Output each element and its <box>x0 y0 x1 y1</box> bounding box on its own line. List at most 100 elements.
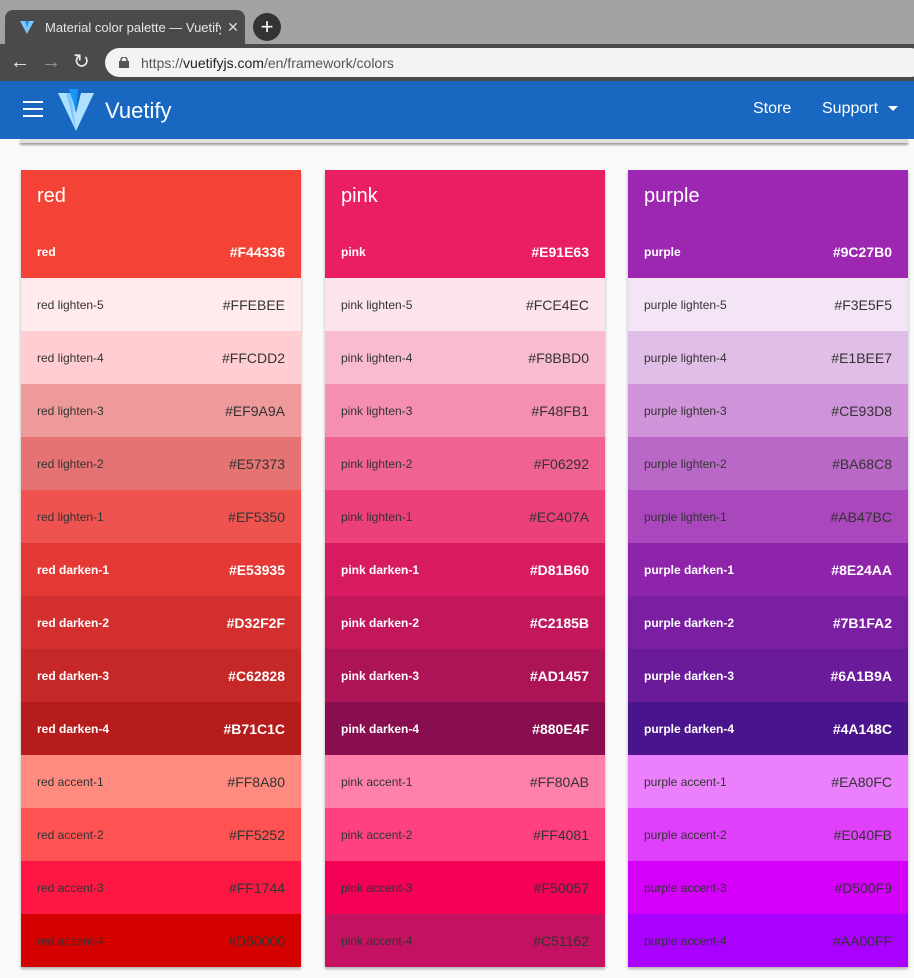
swatch-row[interactable]: red #F44336 <box>21 225 301 278</box>
swatch-hex: #FF1744 <box>228 879 285 896</box>
swatch-row[interactable]: red lighten-3 #EF9A9A <box>21 384 301 437</box>
swatch-hex: #AD1457 <box>529 667 589 684</box>
swatch-row[interactable]: red accent-4 #D50000 <box>21 914 301 967</box>
swatch-row[interactable]: purple accent-1 #EA80FC <box>628 755 908 808</box>
swatch-hex: #D81B60 <box>529 561 589 578</box>
swatch-row[interactable]: pink accent-3 #F50057 <box>325 861 605 914</box>
swatch-name: purple lighten-2 <box>644 456 727 471</box>
swatch-row[interactable]: purple darken-4 #4A148C <box>628 702 908 755</box>
swatch-row[interactable]: pink accent-2 #FF4081 <box>325 808 605 861</box>
swatch-row[interactable]: purple darken-2 #7B1FA2 <box>628 596 908 649</box>
swatch-row[interactable]: red accent-1 #FF8A80 <box>21 755 301 808</box>
caret-down-icon <box>888 106 899 112</box>
swatch-hex: #EF9A9A <box>225 402 285 419</box>
swatch-name: pink lighten-2 <box>341 456 413 471</box>
swatch-name: purple accent-1 <box>644 774 727 789</box>
swatch-hex: #F44336 <box>229 243 285 260</box>
swatch-row[interactable]: purple lighten-1 #AB47BC <box>628 490 908 543</box>
swatch-row[interactable]: purple accent-4 #AA00FF <box>628 914 908 967</box>
swatch-name: red lighten-1 <box>37 509 104 524</box>
swatch-row[interactable]: red lighten-5 #FFEBEE <box>21 278 301 331</box>
swatch-hex: #E1BEE7 <box>831 349 892 366</box>
swatch-row[interactable]: purple lighten-3 #CE93D8 <box>628 384 908 437</box>
swatch-row[interactable]: red lighten-4 #FFCDD2 <box>21 331 301 384</box>
swatch-row[interactable]: pink darken-3 #AD1457 <box>325 649 605 702</box>
swatch-name: purple darken-2 <box>644 615 735 630</box>
swatch-name: purple darken-3 <box>644 668 735 683</box>
swatch-row[interactable]: pink accent-4 #C51162 <box>325 914 605 967</box>
url-path: /en/framework/colors <box>263 54 394 71</box>
swatch-hex: #7B1FA2 <box>832 614 892 631</box>
swatch-name: red accent-4 <box>37 933 104 948</box>
swatch-name: pink darken-2 <box>341 615 420 630</box>
swatch-row[interactable]: red accent-2 #FF5252 <box>21 808 301 861</box>
swatch-name: pink accent-3 <box>341 880 413 895</box>
tab-title: Material color palette — Vuetify.js <box>45 19 221 35</box>
url-domain: vuetifyjs.com <box>183 54 264 71</box>
swatch-row[interactable]: pink #E91E63 <box>325 225 605 278</box>
swatch-hex: #C62828 <box>228 667 285 684</box>
swatch-row[interactable]: red darken-2 #D32F2F <box>21 596 301 649</box>
forward-icon[interactable]: → <box>41 51 61 73</box>
browser-tab[interactable]: Material color palette — Vuetify.js ✕ <box>5 10 245 44</box>
swatch-row[interactable]: pink darken-2 #C2185B <box>325 596 605 649</box>
swatch-row[interactable]: pink darken-1 #D81B60 <box>325 543 605 596</box>
toolbar-shadow <box>20 139 908 143</box>
swatch-name: purple lighten-4 <box>644 350 727 365</box>
swatch-row[interactable]: pink lighten-3 #F48FB1 <box>325 384 605 437</box>
swatch-name: red lighten-2 <box>37 456 104 471</box>
palette-title: pink <box>325 170 605 225</box>
swatch-row[interactable]: pink lighten-5 #FCE4EC <box>325 278 605 331</box>
swatch-hex: #E040FB <box>833 826 892 843</box>
swatch-name: purple darken-4 <box>644 721 735 736</box>
app-bar: Vuetify Store Support <box>0 81 914 139</box>
swatch-row[interactable]: pink lighten-4 #F8BBD0 <box>325 331 605 384</box>
swatch-name: pink accent-2 <box>341 827 413 842</box>
back-icon[interactable]: ← <box>10 51 30 73</box>
support-menu[interactable]: Support <box>822 100 899 118</box>
swatch-row[interactable]: pink lighten-2 #F06292 <box>325 437 605 490</box>
swatch-hex: #FF80AB <box>529 773 589 790</box>
swatch-name: pink darken-4 <box>341 721 420 736</box>
swatch-hex: #B71C1C <box>223 720 285 737</box>
hamburger-menu-icon[interactable] <box>23 101 43 117</box>
swatch-row[interactable]: purple lighten-2 #BA68C8 <box>628 437 908 490</box>
swatch-hex: #6A1B9A <box>830 667 892 684</box>
swatch-row[interactable]: purple accent-2 #E040FB <box>628 808 908 861</box>
swatch-row[interactable]: purple #9C27B0 <box>628 225 908 278</box>
reload-icon[interactable]: ↻ <box>73 51 90 73</box>
swatch-name: purple accent-2 <box>644 827 727 842</box>
swatch-row[interactable]: pink accent-1 #FF80AB <box>325 755 605 808</box>
store-link[interactable]: Store <box>753 100 792 117</box>
swatch-row[interactable]: purple accent-3 #D500F9 <box>628 861 908 914</box>
swatch-row[interactable]: purple darken-3 #6A1B9A <box>628 649 908 702</box>
palette-title: purple <box>628 170 908 225</box>
palette-card-purple: purple purple #9C27B0 purple lighten-5 #F3E5… <box>628 170 908 967</box>
swatch-row[interactable]: pink lighten-1 #EC407A <box>325 490 605 543</box>
swatch-row[interactable]: red darken-3 #C62828 <box>21 649 301 702</box>
swatch-row[interactable]: red darken-4 #B71C1C <box>21 702 301 755</box>
browser-toolbar: ← → ↻ https://vuetifyjs.com/en/framework… <box>0 44 914 81</box>
swatch-hex: #F48FB1 <box>531 402 589 419</box>
brand-title[interactable]: Vuetify <box>105 98 172 123</box>
swatch-name: pink <box>341 244 366 259</box>
swatch-row[interactable]: purple lighten-4 #E1BEE7 <box>628 331 908 384</box>
swatch-row[interactable]: red darken-1 #E53935 <box>21 543 301 596</box>
swatch-row[interactable]: red accent-3 #FF1744 <box>21 861 301 914</box>
new-tab-button[interactable]: + <box>253 13 281 41</box>
swatch-row[interactable]: purple lighten-5 #F3E5F5 <box>628 278 908 331</box>
swatch-row[interactable]: red lighten-1 #EF5350 <box>21 490 301 543</box>
url-scheme: https:// <box>141 54 184 71</box>
lock-icon <box>119 57 129 68</box>
swatch-hex: #EA80FC <box>831 773 892 790</box>
address-bar[interactable]: https://vuetifyjs.com/en/framework/color… <box>105 48 914 77</box>
swatch-name: red lighten-3 <box>37 403 104 418</box>
tab-close-icon[interactable]: ✕ <box>227 18 239 35</box>
swatch-row[interactable]: red lighten-2 #E57373 <box>21 437 301 490</box>
swatch-name: red darken-4 <box>37 721 110 736</box>
swatch-row[interactable]: pink darken-4 #880E4F <box>325 702 605 755</box>
swatch-row[interactable]: purple darken-1 #8E24AA <box>628 543 908 596</box>
swatch-hex: #FFEBEE <box>222 296 285 313</box>
swatch-name: red <box>37 244 56 259</box>
swatch-name: red accent-1 <box>37 774 104 789</box>
